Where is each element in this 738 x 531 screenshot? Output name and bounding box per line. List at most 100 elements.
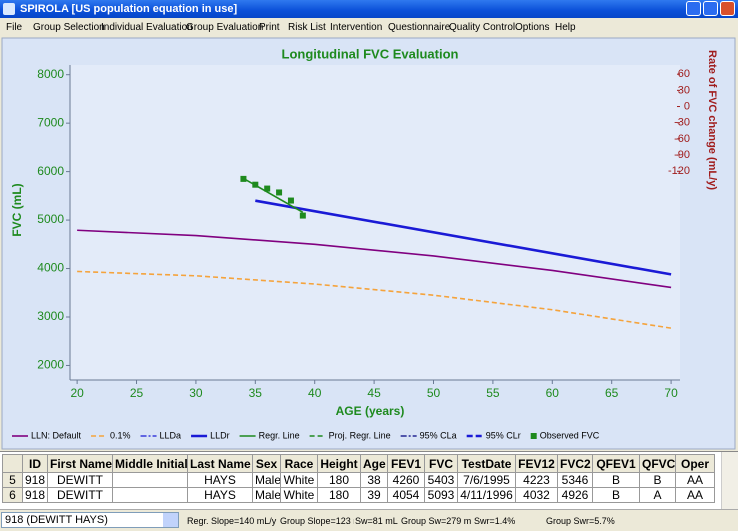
data-grid: ID First Name Middle Initial Last Name Sex Ra… [0,451,738,509]
table-cell: 4054 [387,487,425,503]
y-tick-label: 6000 [37,164,64,178]
column-header: Height [317,454,361,473]
table-cell: 4/11/1996 [457,487,516,503]
legend-swatch [530,433,537,439]
y-axis-label: FVC (mL) [10,183,24,236]
table-cell [112,472,188,488]
status-item: Regr. Slope=140 mL/y [187,516,277,526]
x-tick-label: 60 [546,386,560,400]
table-cell: 918 [22,472,48,488]
table-cell: HAYS [187,472,253,488]
dropdown-value: 918 (DEWITT HAYS) [5,514,108,526]
status-item: Sw=81 mL [355,516,398,526]
menu-item[interactable]: Print [259,22,280,33]
legend-label: LLDa [160,430,182,440]
table-cell: 5093 [424,487,458,503]
close-button[interactable] [720,1,735,16]
table-cell: B [592,472,640,488]
data-point [264,185,271,192]
y2-tick-label: 60 [678,68,690,80]
table-cell: 180 [317,472,361,488]
table-row[interactable]: 6 918 DEWITT HAYS Male White 180 39 4054 5093 4/11… [2,487,715,503]
menu-item[interactable]: Help [555,22,576,33]
minimize-button[interactable] [686,1,701,16]
x-tick-label: 20 [70,386,84,400]
column-header: FEV12 [515,454,558,473]
table-cell: Male [252,487,281,503]
table-cell: Male [252,472,281,488]
table-cell: A [639,487,676,503]
x-tick-label: 25 [130,386,144,400]
status-item: Group Sw=279 mL [401,516,471,526]
column-header: FVC2 [557,454,593,473]
menu-item[interactable]: Group Selection [33,22,105,33]
column-header: ID [22,454,48,473]
scrollbar[interactable] [721,452,738,509]
table-cell: 4032 [515,487,558,503]
menu-item[interactable]: Group Evaluation [186,22,264,33]
legend-label: 95% CLr [486,430,521,440]
y-tick-label: 4000 [37,261,64,275]
series-line [255,199,672,276]
x-tick-label: 30 [189,386,203,400]
maximize-button[interactable] [703,1,718,16]
dropdown-arrow[interactable] [163,513,178,527]
legend-label: LLDr [210,430,230,440]
column-header: First Name [47,454,113,473]
status-item: Swr=1.4% [474,516,516,526]
menu-item[interactable]: Individual Evaluation [101,22,193,33]
table-cell: 7/6/1995 [457,472,516,488]
menu-item[interactable]: Risk List [288,22,326,33]
table-cell: 918 [22,487,48,503]
column-header: Last Name [187,454,253,473]
column-header: QFEV1 [592,454,640,473]
y-tick-label: 8000 [37,67,64,81]
column-header: Race [280,454,318,473]
menu-item[interactable]: Questionnaire [388,22,451,33]
y-tick-label: 3000 [37,309,64,323]
table-cell: AA [675,472,715,488]
table-cell: 5403 [424,472,458,488]
data-point [252,181,259,188]
column-header: TestDate [457,454,516,473]
row-number: 5 [2,472,23,488]
series-line [77,270,672,329]
series-line [77,229,672,289]
table-cell: B [592,487,640,503]
table-cell: 180 [317,487,361,503]
table-cell: 5346 [557,472,593,488]
column-header: Oper [675,454,715,473]
menu-item[interactable]: Intervention [330,22,383,33]
subject-dropdown[interactable]: 918 (DEWITT HAYS) [1,512,179,528]
y2-axis-label: Rate of FVC change (mL/y) [706,50,718,190]
x-tick-label: 65 [605,386,619,400]
x-tick-label: 55 [486,386,500,400]
column-header: FEV1 [387,454,425,473]
window-title: SPIROLA [US population equation in use] [20,3,238,15]
menu-item[interactable]: Options [515,22,550,33]
x-axis-label: AGE (years) [336,404,405,418]
x-tick-label: 45 [367,386,381,400]
data-point [240,175,247,182]
legend-label: LLN: Default [31,430,82,440]
status-item: Group Swr=5.7% [546,516,615,526]
y2-tick-label: 30 [678,84,690,96]
table-cell: 39 [360,487,388,503]
data-point [299,212,306,219]
table-cell: B [639,472,676,488]
table-row[interactable]: 5 918 DEWITT HAYS Male White 180 38 4260 5403 7/6/… [2,472,715,488]
legend-label: Proj. Regr. Line [329,430,391,440]
menu-item[interactable]: File [6,22,23,33]
table-cell: 38 [360,472,388,488]
x-tick-label: 70 [664,386,678,400]
y2-tick-label: -60 [674,133,690,145]
table-cell: 4223 [515,472,558,488]
legend-label: 0.1% [110,430,131,440]
y2-tick-label: -30 [674,117,690,129]
status-item: Group Slope=123 m [280,516,354,526]
column-header: Age [360,454,388,473]
menu-item[interactable]: Quality Control [449,22,516,33]
table-cell: DEWITT [47,472,113,488]
column-header: Sex [252,454,281,473]
